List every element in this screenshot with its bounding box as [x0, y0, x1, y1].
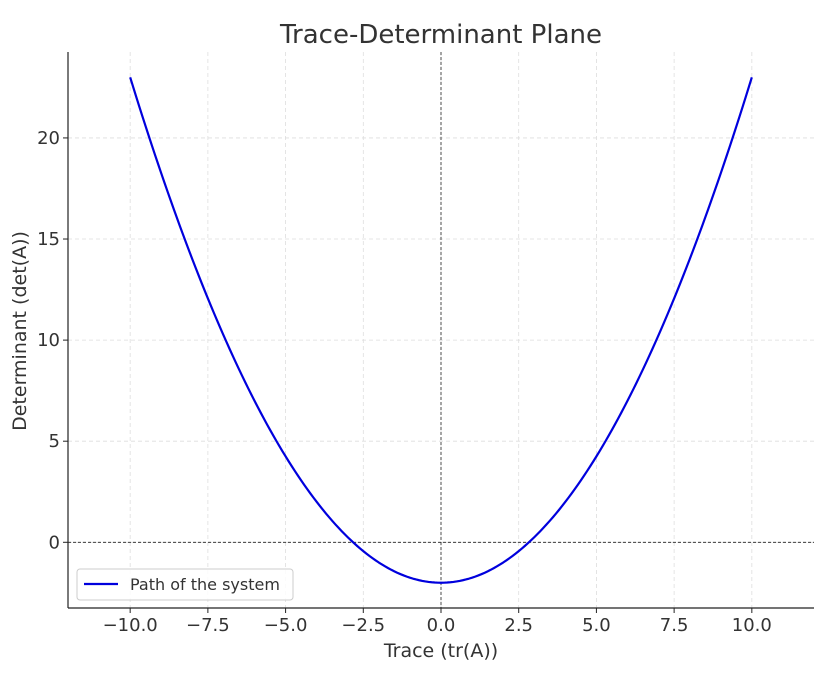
- x-ticks: −10.0 −7.5 −5.0 −2.5 0.0 2.5 5.0 7.5 10.0: [103, 608, 772, 636]
- chart-title: Trace-Determinant Plane: [279, 20, 602, 50]
- legend-box: [76, 568, 294, 601]
- series-layer: [129, 76, 753, 584]
- x-tick-label: 0.0: [427, 615, 456, 636]
- x-tick-label: 7.5: [660, 615, 689, 636]
- y-tick-label: 20: [37, 128, 60, 149]
- y-tick-label: 15: [37, 229, 60, 250]
- series-line: [129, 76, 753, 584]
- x-tick-label: −2.5: [341, 615, 385, 636]
- x-tick-label: 5.0: [582, 615, 611, 636]
- y-tick-label: 0: [49, 532, 60, 553]
- legend: Path of the system: [76, 568, 294, 601]
- x-tick-label: −10.0: [103, 615, 158, 636]
- x-tick-label: 2.5: [504, 615, 533, 636]
- x-tick-label: −5.0: [264, 615, 308, 636]
- y-tick-label: 5: [49, 431, 60, 452]
- y-axis-label: Determinant (det(A)): [9, 231, 31, 431]
- legend-label: Path of the system: [130, 575, 280, 594]
- reference-lines: [68, 52, 814, 608]
- x-tick-label: 10.0: [732, 615, 772, 636]
- y-ticks: 0 5 10 15 20: [37, 128, 68, 553]
- y-tick-label: 10: [37, 330, 60, 351]
- x-tick-label: −7.5: [186, 615, 230, 636]
- x-axis-label: Trace (tr(A)): [383, 640, 498, 662]
